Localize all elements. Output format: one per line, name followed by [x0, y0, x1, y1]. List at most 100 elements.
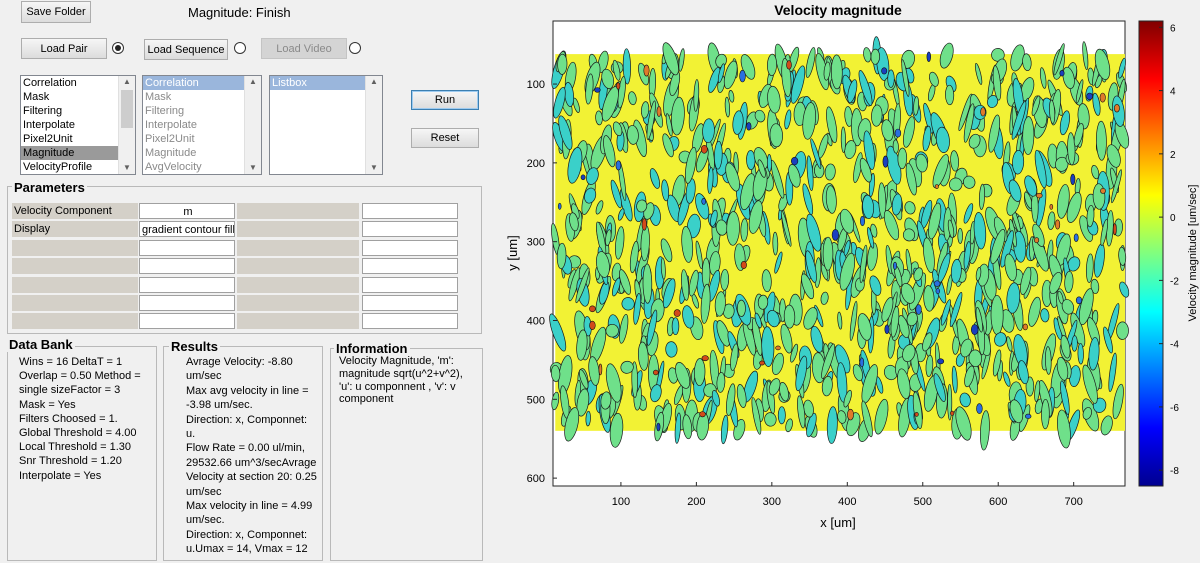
load-sequence-radio[interactable] — [234, 42, 246, 54]
load-video-button[interactable]: Load Video — [261, 38, 347, 59]
contour-blob — [1012, 149, 1025, 175]
load-pair-button[interactable]: Load Pair — [21, 38, 107, 59]
contour-blob — [1048, 254, 1063, 284]
contour-blob — [834, 249, 844, 281]
contour-blob — [646, 309, 658, 346]
contour-blob — [1047, 211, 1056, 230]
contour-blob — [1061, 299, 1075, 315]
param-label: Display — [12, 221, 138, 237]
contour-blob — [1082, 398, 1100, 432]
list-item[interactable]: Interpolate — [23, 119, 75, 131]
contour-blob — [753, 147, 769, 170]
param-value-field-2[interactable] — [362, 313, 458, 329]
scroll-down-icon[interactable]: ▼ — [249, 163, 257, 172]
contour-blob — [1024, 175, 1038, 197]
param-value-field[interactable]: m — [139, 203, 235, 219]
contour-spot — [1022, 323, 1028, 331]
contour-blob — [709, 251, 721, 276]
contour-blob — [992, 65, 1002, 101]
contour-blob — [735, 293, 752, 326]
list-item[interactable]: Correlation — [143, 76, 261, 90]
contour-blob — [770, 159, 785, 199]
list-item[interactable]: Magnitude — [145, 147, 197, 159]
reset-button[interactable]: Reset — [411, 128, 479, 148]
databank-panel — [7, 346, 157, 561]
contour-blob — [945, 84, 955, 106]
list-item[interactable]: Filtering — [145, 105, 185, 117]
list-item[interactable]: Correlation — [23, 77, 77, 89]
scroll-up-icon[interactable]: ▲ — [370, 77, 378, 86]
list-item[interactable]: Mask — [145, 91, 172, 103]
contour-blob — [614, 278, 627, 294]
param-value-field-2[interactable] — [362, 221, 458, 237]
load-sequence-button[interactable]: Load Sequence — [144, 39, 228, 60]
contour-blob — [1062, 66, 1075, 89]
chosen-steps-listbox[interactable]: Correlation Mask Filtering Interpolate Pixel… — [142, 75, 262, 175]
load-video-radio[interactable] — [349, 42, 361, 54]
list-item[interactable]: Listbox — [270, 76, 382, 90]
contour-blob — [965, 341, 974, 371]
load-pair-radio[interactable] — [112, 42, 124, 54]
list-item[interactable]: Interpolate — [145, 119, 197, 131]
contour-blob — [590, 326, 607, 364]
contour-blob — [874, 398, 889, 435]
param-value-field[interactable] — [139, 277, 235, 293]
contour-blob — [870, 223, 878, 238]
steps-listbox[interactable]: Correlation Mask Filtering Interpolate Pixel… — [20, 75, 136, 175]
contour-blob — [667, 367, 679, 384]
param-value-field[interactable] — [139, 313, 235, 329]
contour-blob — [1006, 336, 1013, 352]
steps-scrollbar[interactable]: ▲ ▼ — [118, 76, 135, 174]
contour-spot — [847, 408, 854, 421]
contour-blob — [968, 133, 981, 149]
chosen-scrollbar[interactable]: ▲ ▼ — [244, 76, 261, 174]
scroll-up-icon[interactable]: ▲ — [123, 77, 131, 86]
param-value-field-2[interactable] — [362, 295, 458, 311]
list-item[interactable]: VelocityProfile — [23, 161, 93, 173]
run-button[interactable]: Run — [411, 90, 479, 110]
contour-blob — [695, 146, 709, 173]
contour-blob — [723, 198, 738, 236]
colorbar-tick-label: 0 — [1170, 213, 1176, 224]
param-value-field[interactable] — [139, 240, 235, 256]
y-tick-label: 200 — [527, 158, 545, 170]
param-value-field-2[interactable] — [362, 277, 458, 293]
param-value-field-2[interactable] — [362, 203, 458, 219]
list-item[interactable]: Mask — [23, 91, 50, 103]
param-value-field-2[interactable] — [362, 240, 458, 256]
param-value-field[interactable] — [139, 295, 235, 311]
contour-blob — [975, 267, 982, 281]
list-item[interactable]: Magnitude — [21, 146, 135, 160]
save-folder-button[interactable]: Save Folder — [21, 1, 91, 23]
contour-blob — [907, 298, 916, 319]
contour-blob — [801, 273, 815, 300]
contour-blob — [897, 147, 908, 170]
list-item[interactable]: AvgVelocity — [145, 161, 202, 173]
contour-blob — [629, 240, 639, 274]
scroll-down-icon[interactable]: ▼ — [123, 163, 131, 172]
contour-blob — [567, 255, 582, 269]
list-item[interactable]: Pixel2Unit — [145, 133, 195, 145]
contour-blob — [826, 132, 833, 147]
contour-blob — [913, 267, 923, 282]
list-item[interactable]: Filtering — [23, 105, 63, 117]
contour-blob — [764, 412, 777, 427]
contour-blob — [883, 210, 900, 241]
output-scrollbar[interactable]: ▲ ▼ — [365, 76, 382, 174]
contour-blob — [761, 379, 773, 412]
contour-blob — [572, 97, 580, 113]
contour-spot — [594, 87, 601, 93]
output-listbox[interactable]: Listbox ▲ ▼ — [269, 75, 383, 175]
contour-blob — [640, 101, 650, 119]
list-item[interactable]: Pixel2Unit — [23, 133, 73, 145]
contour-blob — [596, 221, 610, 258]
param-value-field-2[interactable] — [362, 258, 458, 274]
contour-blob — [1116, 72, 1127, 93]
param-value-field[interactable] — [139, 258, 235, 274]
param-value-field[interactable]: gradient contour fill — [139, 221, 235, 237]
contour-blob — [795, 355, 808, 392]
scroll-down-icon[interactable]: ▼ — [370, 163, 378, 172]
contour-blob — [1047, 143, 1059, 169]
contour-blob — [1065, 151, 1080, 166]
scroll-up-icon[interactable]: ▲ — [249, 77, 257, 86]
